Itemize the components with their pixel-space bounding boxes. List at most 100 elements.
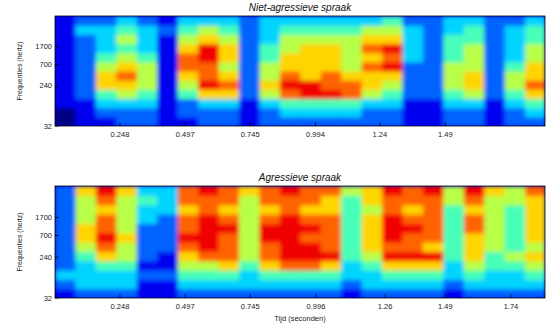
cell: [157, 71, 178, 81]
cell: [505, 71, 526, 81]
cell: [239, 261, 260, 271]
cell: [157, 261, 178, 271]
cell: [178, 25, 199, 35]
cell: [239, 233, 260, 243]
cell: [157, 186, 178, 196]
cell: [341, 34, 362, 44]
cell: [341, 242, 362, 252]
cell: [116, 251, 137, 261]
x-tick-label: 0.745: [241, 130, 260, 139]
cell: [402, 80, 423, 90]
cell: [321, 25, 342, 35]
cell: [321, 251, 342, 261]
cell: [525, 251, 545, 261]
cell: [484, 62, 505, 72]
cell: [239, 195, 260, 205]
cell: [505, 62, 526, 72]
cell: [239, 289, 260, 298]
cell: [505, 270, 526, 280]
cell: [321, 186, 342, 196]
cell: [505, 117, 526, 126]
cell: [525, 108, 545, 118]
cell: [116, 25, 137, 35]
cell: [157, 44, 178, 54]
cell: [382, 251, 403, 261]
cell: [362, 89, 383, 99]
cell: [464, 233, 485, 243]
cell: [382, 242, 403, 252]
cell: [423, 25, 444, 35]
cell: [55, 99, 76, 109]
cell: [219, 279, 240, 289]
cell: [259, 80, 280, 90]
cell: [219, 261, 240, 271]
cell: [443, 117, 464, 126]
cell: [505, 279, 526, 289]
cell: [443, 261, 464, 271]
cell: [300, 223, 321, 233]
cell: [464, 223, 485, 233]
cell: [239, 89, 260, 99]
x-tick: [445, 294, 446, 298]
x-tick-label: 0.497: [176, 302, 195, 311]
cell: [178, 186, 199, 196]
cell: [402, 34, 423, 44]
cell: [423, 289, 444, 298]
cell: [116, 279, 137, 289]
cell: [464, 89, 485, 99]
cell: [157, 108, 178, 118]
cell: [341, 44, 362, 54]
cell: [525, 34, 545, 44]
cell: [321, 214, 342, 224]
y-tick-label: 1700: [35, 42, 52, 51]
plot-area: [55, 16, 545, 126]
cell: [321, 261, 342, 271]
y-tick-label: 1700: [35, 213, 52, 222]
cell: [259, 214, 280, 224]
cell: [157, 117, 178, 126]
cell: [96, 279, 117, 289]
cells: [55, 16, 545, 126]
cell: [464, 53, 485, 63]
cell: [484, 89, 505, 99]
cell: [219, 270, 240, 280]
cell: [402, 71, 423, 81]
cell: [178, 242, 199, 252]
cell: [484, 223, 505, 233]
cell: [484, 186, 505, 196]
cell: [300, 251, 321, 261]
cell: [484, 289, 505, 298]
cell: [198, 223, 219, 233]
cell: [443, 62, 464, 72]
cell: [198, 214, 219, 224]
cell: [198, 62, 219, 72]
cell: [423, 195, 444, 205]
cell: [75, 205, 96, 215]
cell: [239, 25, 260, 35]
cell: [198, 71, 219, 81]
cell: [300, 117, 321, 126]
cell: [484, 99, 505, 109]
cell: [382, 195, 403, 205]
x-tick-label: 1.74: [504, 302, 519, 311]
cell: [362, 279, 383, 289]
cell: [321, 53, 342, 63]
cell: [362, 223, 383, 233]
cell: [300, 214, 321, 224]
cell: [137, 279, 158, 289]
cell: [116, 289, 137, 298]
cell: [178, 99, 199, 109]
cell: [116, 233, 137, 243]
root: 3224070017000.2480.4970.7450.9941.241.49…: [0, 0, 548, 333]
cell: [239, 99, 260, 109]
cell: [525, 186, 545, 196]
cell: [75, 71, 96, 81]
cell: [219, 34, 240, 44]
cell: [55, 279, 76, 289]
x-tick: [119, 122, 120, 126]
cell: [96, 53, 117, 63]
cell: [505, 214, 526, 224]
cell: [116, 16, 137, 26]
cell: [341, 251, 362, 261]
cell: [219, 242, 240, 252]
